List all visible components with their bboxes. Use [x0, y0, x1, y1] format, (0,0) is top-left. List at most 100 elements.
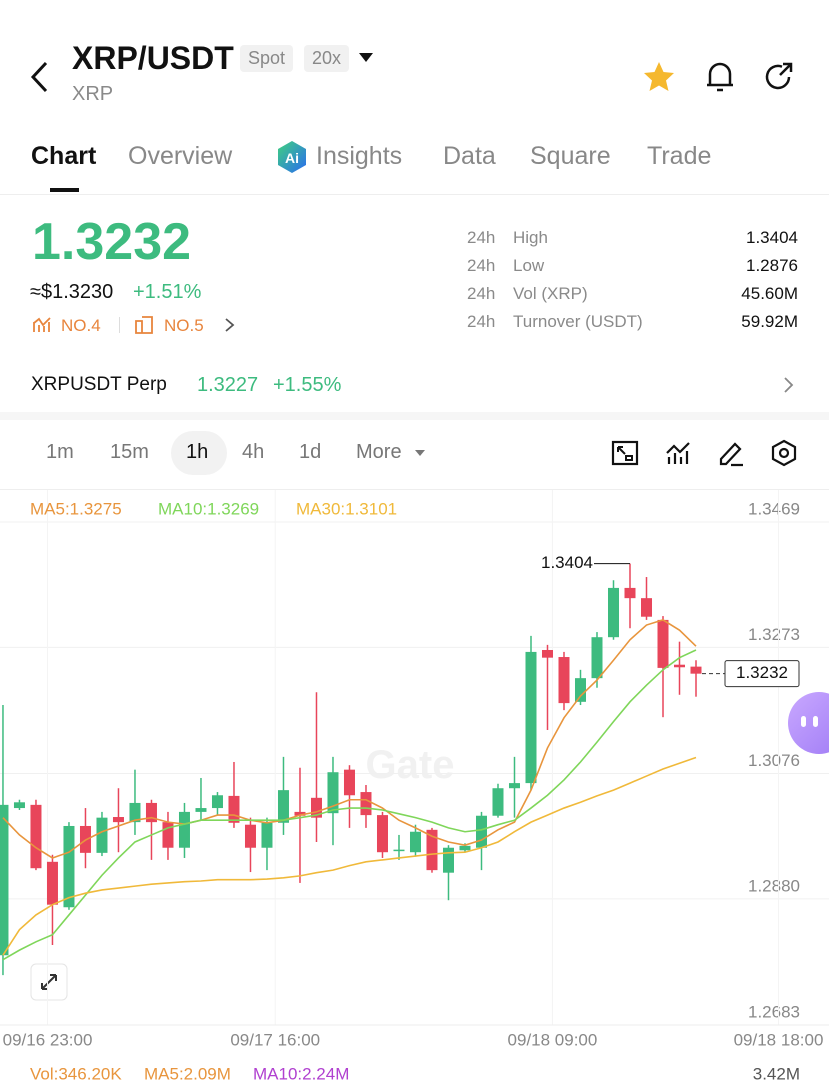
- draw-icon[interactable]: [717, 439, 745, 467]
- interval[interactable]: More: [356, 441, 402, 463]
- candle-body: [657, 619, 669, 668]
- candle-body: [145, 802, 157, 823]
- candle-body: [178, 811, 190, 848]
- x-tick-label: 09/16 23:00: [3, 1030, 93, 1049]
- candle-body: [641, 598, 653, 617]
- favorite-star[interactable]: [642, 60, 676, 94]
- tab[interactable]: Insights: [316, 142, 403, 170]
- stat-label: Turnover (USDT): [513, 312, 643, 331]
- market-badge: Spot: [240, 45, 294, 72]
- chevron[interactable]: [783, 376, 795, 394]
- legend-entry: MA5:1.3275: [30, 499, 122, 518]
- candle-body: [228, 795, 240, 823]
- candle-body: [376, 815, 388, 853]
- bubble-eye: [801, 716, 806, 727]
- interval[interactable]: 1h: [186, 441, 209, 463]
- candle-body: [261, 822, 273, 848]
- y-tick-label: 1.3469: [748, 499, 800, 518]
- leverage-badge[interactable]: 20x: [304, 45, 350, 72]
- candle-body: [525, 651, 537, 784]
- last-price: 1.3232: [32, 213, 192, 271]
- stat-label: 24h: [467, 228, 496, 247]
- candle-body: [409, 831, 421, 853]
- interval[interactable]: 1d: [299, 441, 322, 463]
- dropdown-arrow[interactable]: [414, 449, 426, 458]
- pair-title: XRP/USDT: [72, 40, 234, 76]
- stat-value: 1.3404: [746, 228, 798, 247]
- divider: [0, 489, 829, 490]
- settings-icon[interactable]: [770, 439, 798, 467]
- legend-entry: MA30:1.3101: [296, 499, 397, 518]
- candle-body: [327, 772, 339, 814]
- candle-body: [30, 804, 42, 869]
- candle-body: [492, 788, 504, 816]
- candle-body: [13, 802, 25, 809]
- interval-selected-bg: [171, 431, 227, 475]
- x-tick-label: 09/18 09:00: [508, 1030, 598, 1049]
- candle-body: [129, 802, 141, 823]
- legend-entry: MA10:1.3269: [158, 499, 259, 518]
- x-tick-label: 09/18 18:00: [734, 1030, 824, 1049]
- candle-body: [607, 587, 619, 638]
- tab[interactable]: Data: [443, 142, 496, 170]
- alert-bell[interactable]: [704, 60, 736, 94]
- ma-line: [2, 619, 697, 859]
- rank-label: NO.5: [164, 316, 204, 335]
- rank-icon: [135, 316, 153, 334]
- interval[interactable]: 1m: [46, 441, 74, 463]
- candle-body: [310, 797, 322, 818]
- y-tick-label: 1.3076: [748, 751, 800, 770]
- stat-label: 24h: [467, 312, 496, 331]
- candle-body: [591, 637, 603, 679]
- candle-body: [244, 824, 256, 848]
- candle-body: [624, 587, 636, 599]
- y-tick-label: 1.2880: [748, 876, 800, 895]
- candle-body: [360, 792, 372, 816]
- insights-icon: Ai: [278, 141, 306, 173]
- separator: [119, 317, 120, 333]
- candle-body: [459, 845, 471, 851]
- stat-label: 24h: [467, 284, 496, 303]
- volume-legend: MA10:2.24M: [253, 1064, 349, 1083]
- volume-legend: Vol:346.20K: [30, 1064, 122, 1083]
- back-button[interactable]: [28, 60, 52, 94]
- candle-body: [508, 783, 520, 789]
- interval[interactable]: 15m: [110, 441, 149, 463]
- last-price-box: [724, 660, 800, 688]
- tab[interactable]: Trade: [647, 142, 712, 170]
- share-button[interactable]: [763, 61, 795, 93]
- volume-axis-label: 3.42M: [753, 1064, 800, 1083]
- price-change: +1.51%: [133, 281, 202, 303]
- ma-line: [2, 756, 697, 956]
- candle-body: [393, 849, 405, 852]
- usd-price: ≈$1.3230: [30, 281, 114, 303]
- rank-icon: [33, 317, 51, 332]
- perp-change: +1.55%: [273, 374, 342, 396]
- tab[interactable]: Square: [530, 142, 611, 170]
- fullscreen-icon[interactable]: [611, 439, 639, 467]
- tab[interactable]: Overview: [128, 142, 233, 170]
- candle-body: [558, 657, 570, 704]
- candle-body: [46, 861, 58, 905]
- candle-body: [112, 817, 124, 823]
- perp-name[interactable]: XRPUSDT Perp: [31, 374, 167, 395]
- divider: [0, 194, 829, 195]
- dropdown-arrow[interactable]: [358, 52, 374, 64]
- candle-body: [475, 815, 487, 848]
- ma-line: [2, 649, 697, 961]
- interval[interactable]: 4h: [242, 441, 265, 463]
- candle-body: [674, 664, 686, 668]
- candle-body: [96, 817, 108, 853]
- candle-body: [343, 769, 355, 796]
- chart: Gate 1.3469 1.3273 1.3076 1.2880 1.2683 09/16…: [0, 490, 829, 1083]
- tab[interactable]: Chart: [31, 142, 97, 170]
- section-gap: [0, 412, 829, 420]
- last-price-label: 1.3232: [736, 663, 788, 682]
- indicator-icon[interactable]: [664, 439, 692, 467]
- candle-body: [162, 822, 174, 848]
- candle-body: [442, 847, 454, 873]
- chevron[interactable]: [224, 317, 236, 333]
- candle-body: [211, 795, 223, 809]
- bubble-eye: [813, 716, 818, 727]
